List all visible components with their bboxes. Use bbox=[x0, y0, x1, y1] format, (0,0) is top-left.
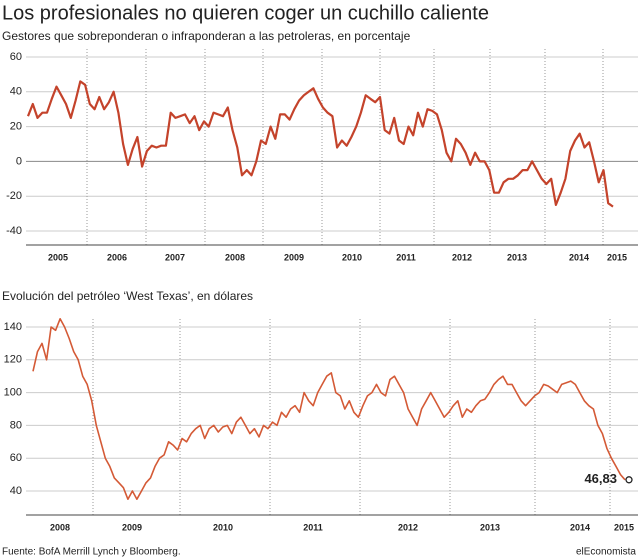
subtitle: Gestores que sobreponderan o infraponder… bbox=[2, 29, 411, 43]
x-tick-label: 2006 bbox=[107, 252, 127, 262]
title: Los profesionales no quieren coger un cu… bbox=[2, 2, 489, 24]
x-tick-label: 2008 bbox=[50, 522, 70, 532]
x-tick-label: 2012 bbox=[398, 522, 418, 532]
y-tick-label: 20 bbox=[10, 121, 22, 133]
y-tick-label: 80 bbox=[10, 419, 22, 431]
y-tick-label: 60 bbox=[10, 51, 22, 63]
line bbox=[26, 80, 614, 208]
x-tick-label: 2008 bbox=[225, 252, 245, 262]
y-tick-label: -20 bbox=[6, 190, 22, 202]
source: Fuente: BofA Merrill Lynch y Bloomberg. bbox=[2, 547, 181, 558]
x-tick-label: 2010 bbox=[213, 522, 233, 532]
x-tick-label: 2011 bbox=[396, 252, 416, 262]
y-tick-label: 140 bbox=[4, 321, 22, 333]
x-tick-label: 2014 bbox=[569, 252, 589, 262]
end-point bbox=[625, 476, 633, 484]
subtitle: Evolución del petróleo ‘West Texas’, en … bbox=[2, 289, 253, 303]
brand: elEconomista bbox=[576, 547, 636, 558]
y-tick-label: -40 bbox=[6, 225, 22, 237]
y-tick-label: 60 bbox=[10, 452, 22, 464]
x-tick-label: 2013 bbox=[507, 252, 527, 262]
x-tick-label: 2011 bbox=[303, 522, 323, 532]
x-tick-label: 2009 bbox=[284, 252, 304, 262]
x-tick-label: 2007 bbox=[165, 252, 185, 262]
y-tick-label: 40 bbox=[10, 86, 22, 98]
x-tick-label: 2015 bbox=[607, 252, 627, 262]
x-tick-label: 2012 bbox=[452, 252, 472, 262]
x-tick-label: 2015 bbox=[614, 522, 634, 532]
line bbox=[32, 318, 626, 500]
end-label: 46,83 bbox=[584, 471, 617, 486]
y-tick-label: 0 bbox=[16, 155, 22, 167]
y-tick-label: 120 bbox=[4, 354, 22, 366]
y-tick-label: 100 bbox=[4, 387, 22, 399]
x-tick-label: 2010 bbox=[342, 252, 362, 262]
x-tick-label: 2005 bbox=[48, 252, 68, 262]
x-tick-label: 2014 bbox=[570, 522, 590, 532]
y-tick-label: 40 bbox=[10, 485, 22, 497]
x-tick-label: 2009 bbox=[122, 522, 142, 532]
x-tick-label: 2013 bbox=[480, 522, 500, 532]
